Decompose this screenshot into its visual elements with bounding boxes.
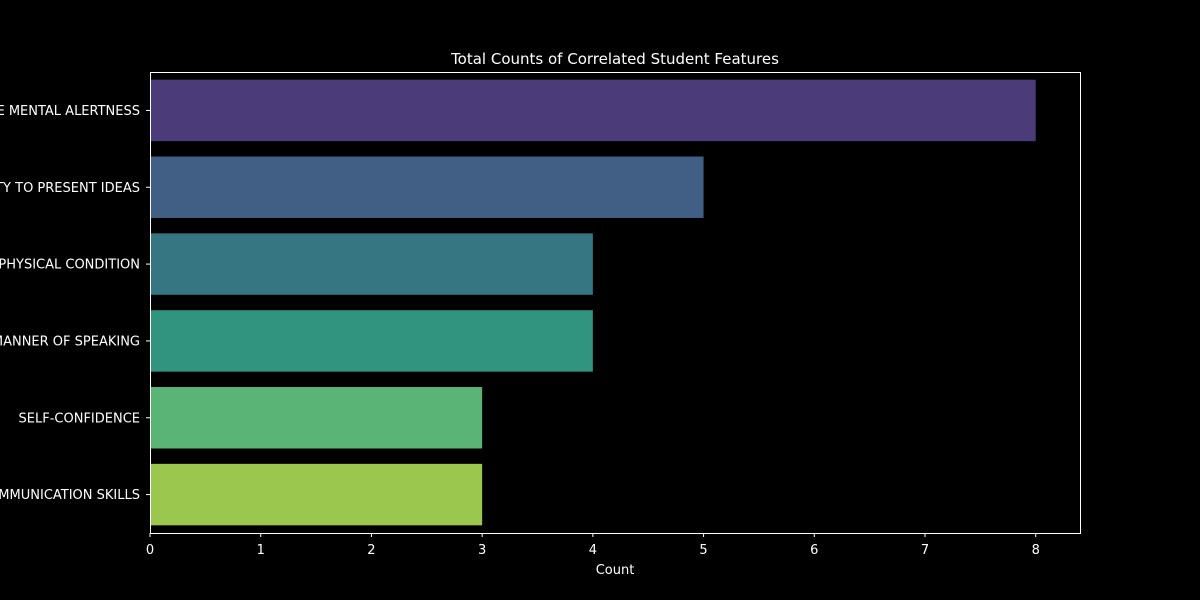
bar-communication-skills	[150, 463, 483, 526]
bar-physical-condition	[150, 233, 593, 295]
y-tick-label: GENERAL APPEARANCE MENTAL ALERTNESS	[0, 104, 140, 119]
bars	[150, 79, 1036, 526]
x-tick-label: 8	[1032, 543, 1040, 558]
bar-general-appearance-mental-alertness	[150, 79, 1036, 142]
y-tick-label: ABILITY TO PRESENT IDEAS	[0, 181, 140, 196]
bar-manner-of-speaking	[150, 310, 593, 372]
chart-title: Total Counts of Correlated Student Featu…	[450, 50, 779, 68]
y-tick-label: COMMUNICATION SKILLS	[0, 488, 140, 503]
y-tick-label: SELF-CONFIDENCE	[19, 411, 140, 426]
x-tick-label: 2	[367, 543, 375, 558]
y-tick-labels: GENERAL APPEARANCE MENTAL ALERTNESS ABILI…	[0, 104, 150, 503]
y-tick-label: MANNER OF SPEAKING	[0, 334, 140, 349]
x-tick-label: 7	[921, 543, 929, 558]
x-tick-label: 6	[810, 543, 818, 558]
plot-frame	[150, 72, 1081, 534]
x-tick-label: 0	[146, 543, 154, 558]
x-tick-label: 3	[478, 543, 486, 558]
y-tick-label: PHYSICAL CONDITION	[0, 258, 140, 273]
bar-ability-to-present-ideas	[150, 156, 704, 218]
x-tick-label: 1	[257, 543, 265, 558]
x-tick-label: 4	[589, 543, 597, 558]
bar-self-confidence	[150, 387, 483, 449]
x-axis: 0 1 2 3 4 5 6 7 8	[146, 533, 1040, 558]
x-axis-label: Count	[596, 563, 635, 578]
x-tick-label: 5	[699, 543, 707, 558]
